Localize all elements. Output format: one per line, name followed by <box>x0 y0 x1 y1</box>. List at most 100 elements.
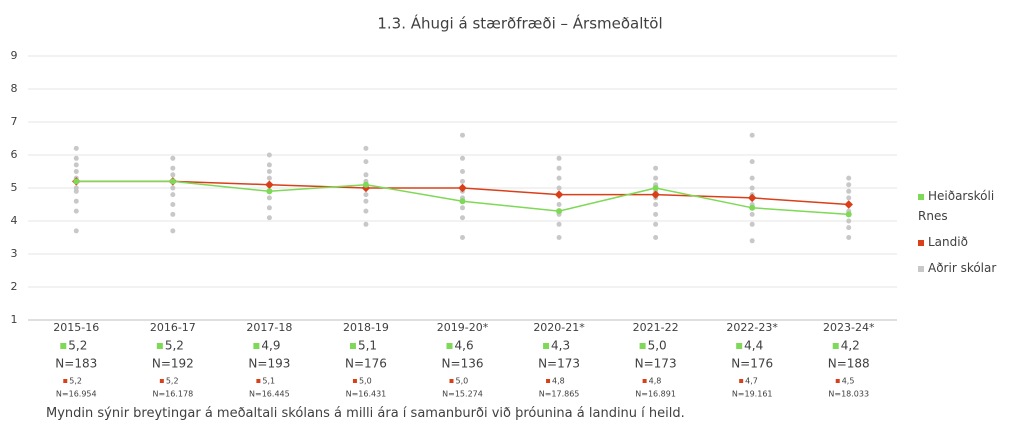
x-tick-label: 2023-24* <box>823 321 875 334</box>
label-swatch <box>253 343 260 349</box>
other-school-dot <box>556 235 562 240</box>
x-tick-label: 2022-23* <box>726 321 778 334</box>
other-school-dot <box>73 169 79 174</box>
y-tick-label: 5 <box>11 181 18 194</box>
other-school-dot <box>266 152 272 158</box>
x-tick-label: 2017-18 <box>246 321 292 334</box>
value-label: 4,6 <box>455 339 474 353</box>
n-label: N=16.954 <box>56 390 97 399</box>
label-swatch <box>256 379 261 383</box>
label-swatch <box>546 379 551 383</box>
other-school-dot <box>170 202 176 207</box>
x-tick-label: 2015-16 <box>53 321 99 334</box>
other-school-dot <box>170 211 176 217</box>
legend: Heiðarskóli Rnes Landið Aðrir skólar <box>918 186 1011 284</box>
n-label: N=16.445 <box>249 390 290 399</box>
n-label: N=193 <box>248 357 290 371</box>
series-marker <box>459 198 466 205</box>
other-school-dot <box>556 175 562 181</box>
other-school-dot <box>460 169 465 174</box>
series-marker <box>554 190 564 199</box>
series-marker <box>556 208 563 215</box>
series-marker <box>73 178 80 185</box>
value-label: 5,2 <box>165 339 184 353</box>
series-marker <box>844 200 853 209</box>
n-label: N=192 <box>152 357 194 371</box>
other-school-dot <box>749 132 755 138</box>
other-school-dot <box>363 145 369 151</box>
other-school-dot <box>73 155 79 161</box>
value-label: 4,4 <box>744 339 763 353</box>
label-swatch <box>352 379 357 383</box>
x-tick-label: 2021-22 <box>633 321 679 334</box>
n-label: N=15.274 <box>442 390 483 399</box>
other-school-dot <box>556 221 562 227</box>
y-tick-label: 6 <box>11 148 18 161</box>
other-school-dot <box>73 208 79 214</box>
label-swatch <box>159 379 164 383</box>
other-school-dot <box>846 235 852 240</box>
other-school-dot <box>846 175 852 181</box>
other-school-dot <box>460 215 465 221</box>
other-school-dot <box>73 162 79 168</box>
other-school-dot <box>266 205 272 211</box>
other-school-dot <box>73 198 79 204</box>
other-school-dot <box>170 228 176 234</box>
other-school-dot <box>363 198 369 204</box>
other-school-dot <box>266 195 272 201</box>
n-label: N=17.865 <box>539 390 580 399</box>
other-school-dot <box>749 159 755 165</box>
series-marker <box>747 193 757 203</box>
legend-label: Landið <box>928 235 968 249</box>
y-tick-label: 3 <box>11 247 18 260</box>
n-label: N=136 <box>442 357 484 371</box>
n-label: N=16.431 <box>346 390 387 399</box>
other-school-dot <box>653 221 659 227</box>
other-school-dot <box>460 155 465 161</box>
n-label: N=18.033 <box>828 390 869 399</box>
value-label: 4,7 <box>745 377 758 386</box>
other-school-dot <box>266 215 272 221</box>
other-school-dot <box>556 165 562 171</box>
other-school-dot <box>653 211 659 217</box>
value-label: 4,8 <box>649 377 662 386</box>
other-school-dot <box>556 155 562 161</box>
other-school-dot <box>363 159 369 165</box>
other-school-dot <box>846 218 852 224</box>
n-label: N=16.891 <box>635 390 676 399</box>
n-label: N=176 <box>731 357 773 371</box>
n-label: N=188 <box>828 357 870 371</box>
legend-item: Landið <box>918 232 1011 252</box>
label-swatch <box>543 343 550 349</box>
series-marker <box>845 211 852 218</box>
label-swatch <box>739 379 744 383</box>
other-school-dot <box>170 172 176 178</box>
n-label: N=19.161 <box>732 390 773 399</box>
other-school-dot <box>556 185 562 191</box>
y-tick-label: 8 <box>11 82 18 95</box>
series-marker <box>652 185 659 191</box>
other-school-dot <box>749 175 755 181</box>
label-swatch <box>736 343 743 349</box>
label-swatch <box>832 343 839 349</box>
other-school-dot <box>266 162 272 168</box>
other-school-dot <box>170 155 176 161</box>
other-school-dot <box>653 235 659 240</box>
label-swatch <box>446 343 453 349</box>
y-tick-label: 7 <box>11 115 18 128</box>
other-school-dot <box>363 172 369 178</box>
y-tick-label: 4 <box>11 214 18 227</box>
series-marker <box>749 204 756 211</box>
other-school-dot <box>170 192 176 198</box>
chart-title: 1.3. Áhugi á stærðfræði – Ársmeðaltöl <box>377 14 662 33</box>
value-label: 4,8 <box>552 377 565 386</box>
other-school-dot <box>749 221 755 227</box>
legend-item: Heiðarskóli Rnes <box>918 186 1011 226</box>
series-marker <box>266 188 273 195</box>
value-label: 4,3 <box>551 339 570 353</box>
n-label: N=173 <box>635 357 677 371</box>
series-marker <box>651 190 660 199</box>
series-marker <box>265 180 274 189</box>
label-swatch <box>63 379 68 383</box>
label-swatch <box>639 343 646 349</box>
